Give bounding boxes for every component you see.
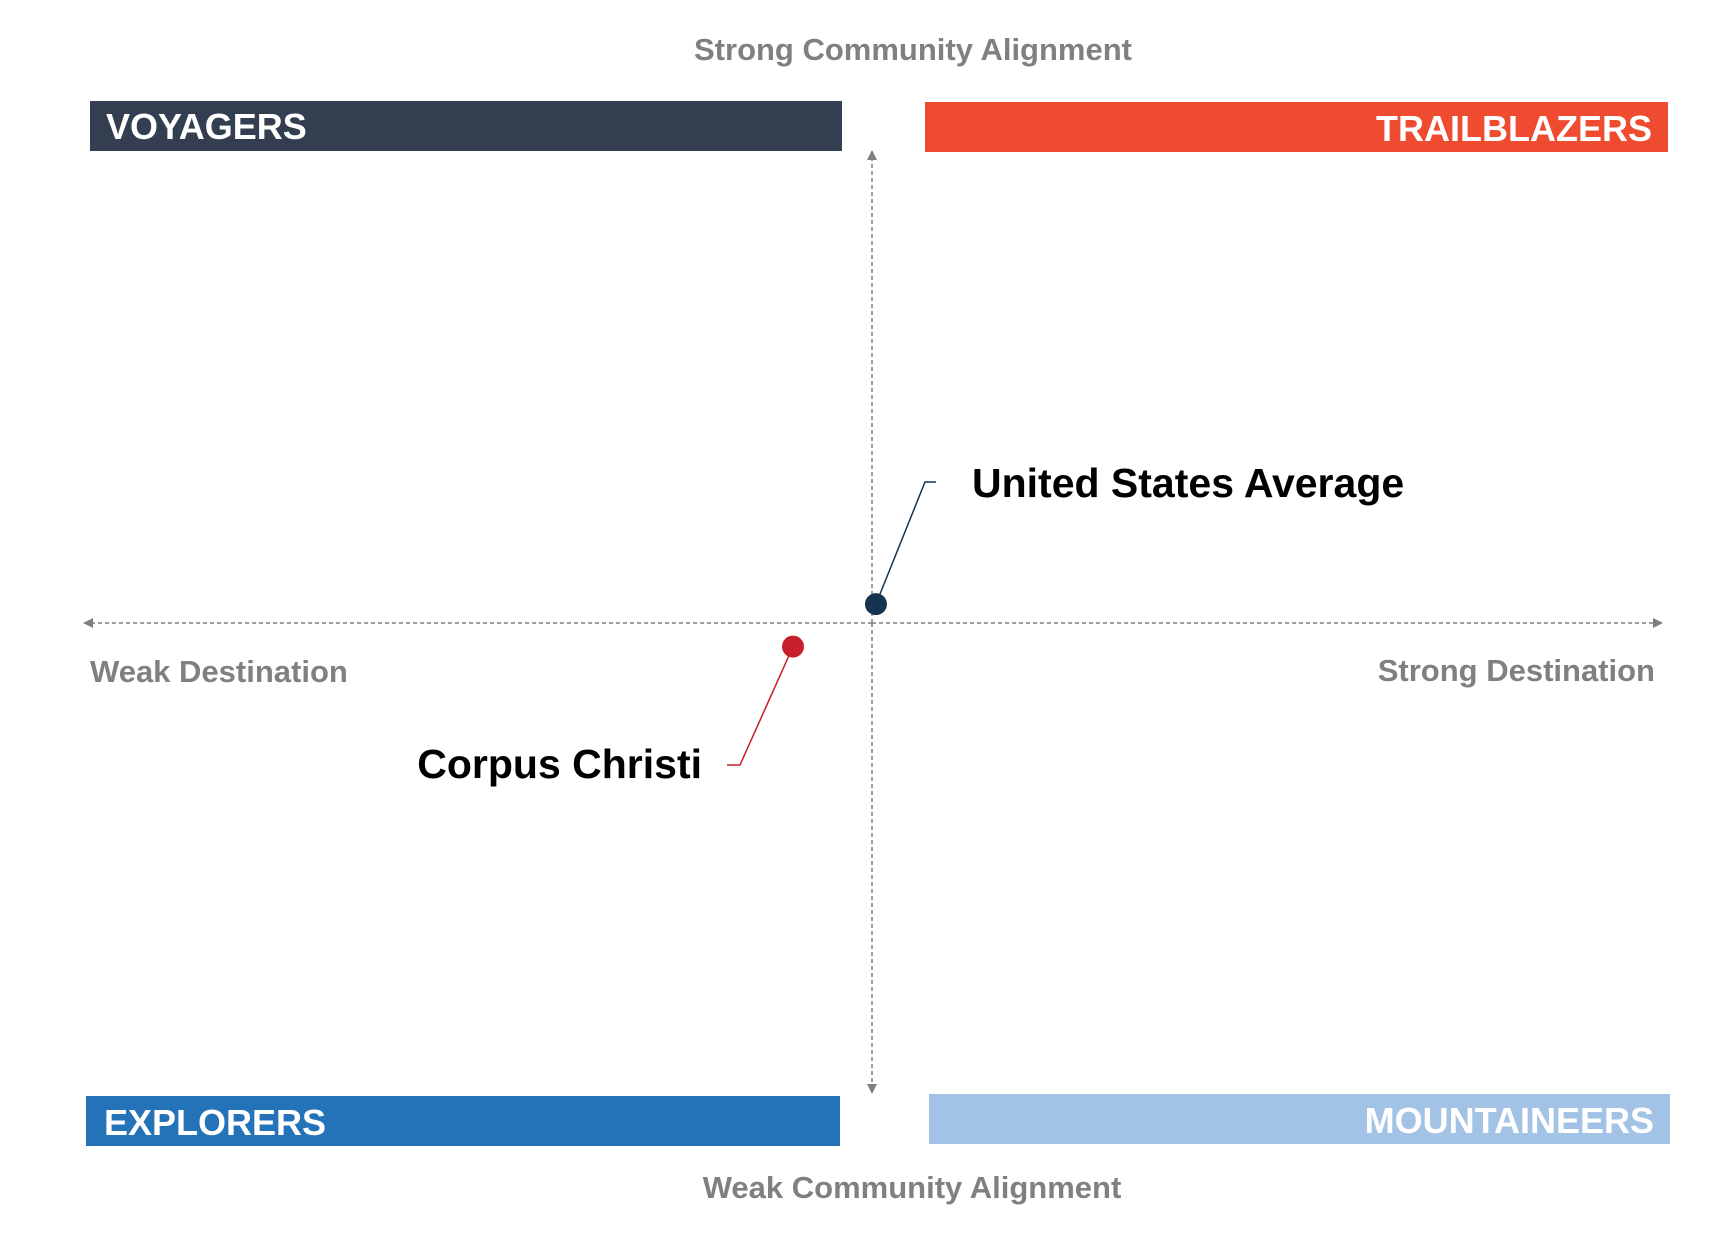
quadrant-label-mountaineers: MOUNTAINEERS [1365,1100,1654,1141]
data-point [864,593,887,616]
quadrant-label-trailblazers: TRAILBLAZERS [1376,108,1652,149]
axis-label-top: Strong Community Alignment [694,32,1132,67]
leader-line [875,481,936,605]
point-label-corpus-christi: Corpus Christi [417,741,702,787]
quadrant-label-explorers: EXPLORERS [104,1102,326,1143]
axis-label-right: Strong Destination [1378,653,1655,688]
data-point [782,635,804,658]
points-layer [727,481,936,766]
point-label-us-average: United States Average [972,460,1404,506]
quadrant-bar-top-left [90,101,842,151]
leader-line [727,646,794,766]
quadrant-label-voyagers: VOYAGERS [106,106,307,147]
quadrant-bar-bottom-right [929,1094,1670,1144]
axis-label-left: Weak Destination [90,654,348,689]
quadrant-bar-bottom-left [86,1096,840,1146]
axis-label-bottom: Weak Community Alignment [703,1170,1122,1205]
quadrant-bar-top-right [925,102,1668,152]
